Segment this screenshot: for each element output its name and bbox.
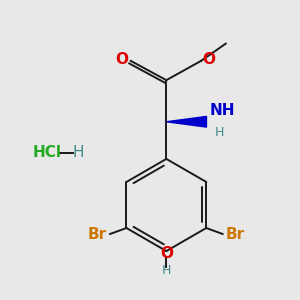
Text: O: O <box>115 52 128 68</box>
Text: Br: Br <box>88 227 107 242</box>
Text: NH: NH <box>210 103 236 118</box>
Polygon shape <box>166 116 206 127</box>
Text: H: H <box>214 126 224 139</box>
Text: Br: Br <box>226 227 245 242</box>
Text: O: O <box>202 52 215 68</box>
Text: HCl: HCl <box>33 146 62 160</box>
Text: O: O <box>160 246 173 261</box>
Text: H: H <box>72 146 83 160</box>
Text: H: H <box>162 264 171 277</box>
